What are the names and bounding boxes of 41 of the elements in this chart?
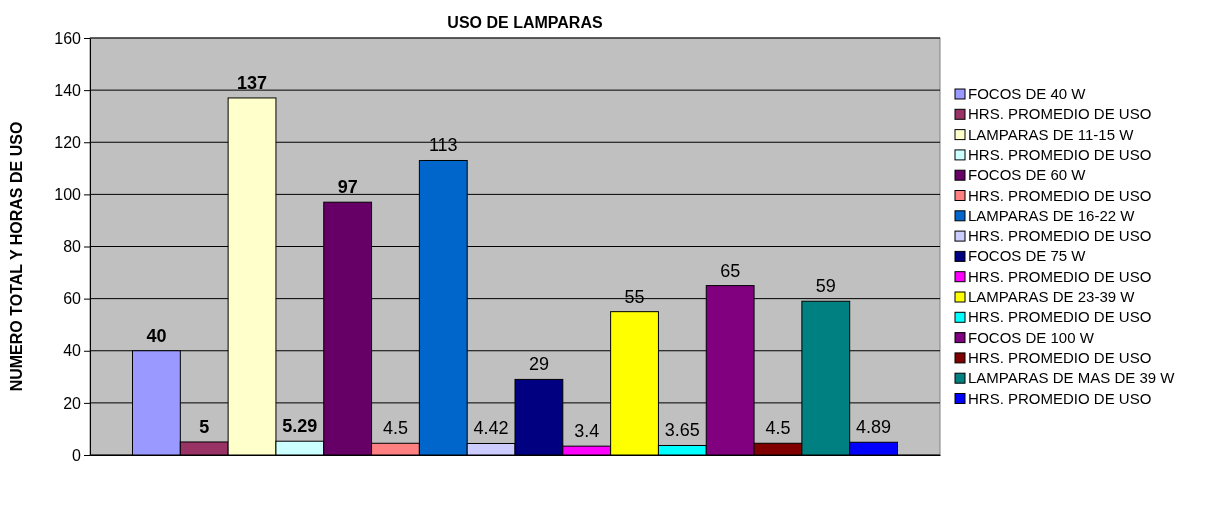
legend-label: HRS. PROMEDIO DE USO [968, 267, 1152, 285]
y-tick-label: 60 [63, 290, 82, 308]
legend-label: FOCOS DE 40 W [968, 85, 1087, 102]
data-label: 29 [528, 354, 549, 375]
legend-label: HRS. PROMEDIO DE USO [968, 308, 1152, 326]
data-label: 65 [720, 260, 741, 281]
data-label: 5 [199, 416, 210, 437]
legend-label: HRS. PROMEDIO DE USO [968, 105, 1152, 123]
y-axis-title: NUMERO TOTAL Y HORAS DE USO [8, 121, 25, 392]
data-label: 3.65 [664, 420, 700, 441]
legend-label: LAMPARAS DE 23-39 W [968, 288, 1136, 305]
y-tick-label: 20 [63, 394, 82, 412]
data-label: 4.5 [765, 418, 791, 439]
y-tick-label: 0 [72, 446, 82, 464]
y-tick-label: 160 [54, 29, 82, 47]
legend-label: HRS. PROMEDIO DE USO [968, 227, 1152, 245]
legend-label: LAMPARAS DE 16-22 W [968, 206, 1136, 224]
y-tick-label: 80 [63, 238, 82, 256]
data-label: 4.42 [473, 418, 509, 439]
data-label: 4.89 [856, 417, 892, 438]
legend-label: HRS. PROMEDIO DE USO [968, 348, 1152, 366]
legend-label: FOCOS DE 100 W [968, 328, 1095, 346]
legend-label: LAMPARAS DE MAS DE 39 W [968, 369, 1176, 387]
data-label: 40 [146, 325, 167, 346]
legend-label: HRS. PROMEDIO DE USO [968, 186, 1152, 204]
y-tick-label: 40 [63, 342, 82, 360]
data-label: 137 [237, 72, 268, 93]
y-tick-label: 100 [54, 185, 82, 203]
chart-title: USO DE LAMPARAS [447, 14, 603, 31]
y-tick-label: 120 [54, 133, 82, 151]
data-label: 5.29 [282, 416, 318, 437]
legend-label: LAMPARAS DE 11-15 W [968, 125, 1135, 143]
legend-label: FOCOS DE 60 W [968, 166, 1087, 184]
data-label: 4.5 [382, 418, 408, 439]
legend-label: HRS. PROMEDIO DE USO [968, 145, 1152, 163]
y-tick-label: 140 [54, 81, 82, 99]
data-label: 59 [815, 276, 836, 297]
legend-label: HRS. PROMEDIO DE USO [968, 389, 1152, 407]
data-label: 97 [337, 177, 358, 198]
legend-label: FOCOS DE 75 W [968, 247, 1087, 265]
data-label: 3.4 [574, 421, 600, 442]
